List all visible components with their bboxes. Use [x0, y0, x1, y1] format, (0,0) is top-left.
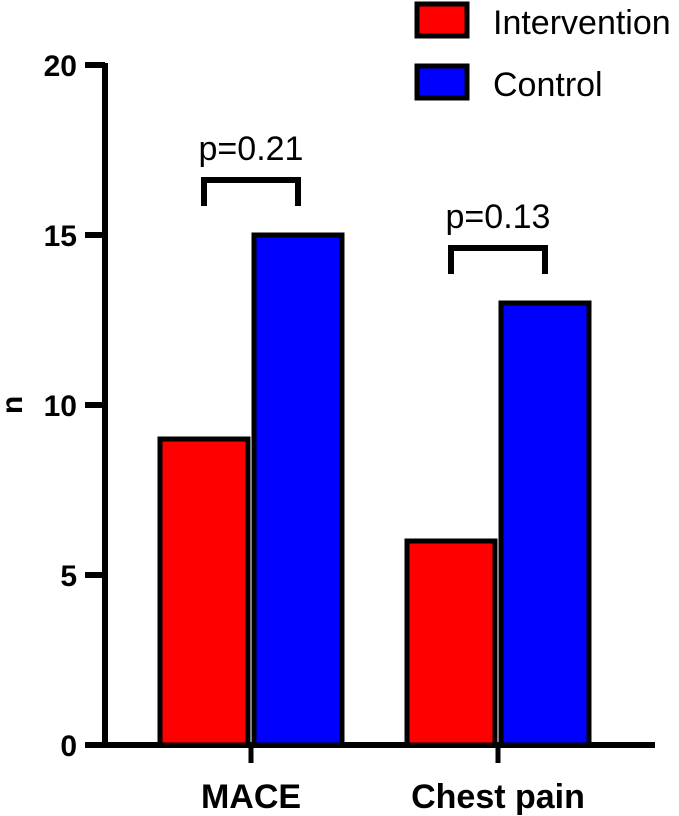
y-tick-label: 5 [60, 560, 77, 593]
x-tick-label: Chest pain [411, 778, 585, 816]
annotations: p=0.21 p=0.13 [199, 130, 551, 274]
significance-bracket [201, 177, 301, 206]
legend-swatch-control [414, 63, 470, 101]
legend: Intervention Control [414, 1, 671, 104]
y-axis-label: n [0, 396, 29, 414]
significance-bracket [448, 245, 548, 274]
p-value-label: p=0.13 [446, 198, 551, 236]
bars [157, 232, 592, 748]
bar-intervention-mace [157, 436, 251, 748]
y-tick-label: 15 [44, 220, 77, 253]
y-tick-label: 0 [60, 730, 77, 763]
legend-label-intervention: Intervention [493, 4, 671, 42]
bar-intervention-chest-pain [404, 538, 498, 748]
p-value-label: p=0.21 [199, 130, 304, 168]
bar-control-mace [251, 232, 345, 748]
legend-swatch-intervention [414, 1, 470, 39]
bar-control-chest-pain [498, 300, 592, 748]
y-tick-label: 10 [44, 390, 77, 423]
y-tick-label: 20 [44, 50, 77, 83]
x-tick-label: MACE [201, 778, 301, 816]
legend-label-control: Control [493, 66, 603, 104]
